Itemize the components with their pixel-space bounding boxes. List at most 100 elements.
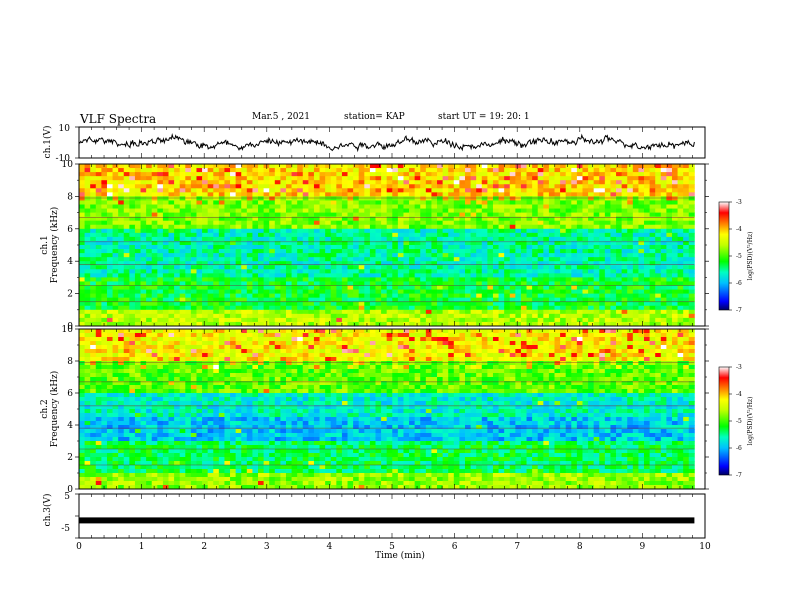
spectrogram-cell: [151, 245, 158, 250]
spectrogram-cell: [252, 212, 259, 218]
spectrogram-cell: [202, 204, 209, 209]
spectrogram-cell: [627, 168, 634, 173]
spectrogram-cell: [459, 184, 466, 189]
spectrogram-cell: [79, 240, 85, 246]
spectrogram-cell: [274, 228, 281, 234]
spectrogram-cell: [375, 293, 382, 299]
spectrogram-cell: [644, 289, 651, 294]
spectrogram-cell: [621, 261, 628, 266]
spectrogram-cell: [688, 281, 695, 286]
spectrogram-cell: [688, 249, 695, 254]
spectrogram-cell: [403, 309, 410, 315]
spectrogram-cell: [84, 168, 91, 173]
spectrogram-cell: [599, 216, 606, 222]
spectrogram-cell: [118, 172, 125, 177]
spectrogram-cell: [263, 281, 270, 286]
spectrogram-cell: [157, 333, 164, 338]
spectrogram-cell: [213, 245, 220, 250]
spectrogram-cell: [453, 216, 460, 222]
spectrogram-cell: [509, 281, 516, 286]
spectrogram-cell: [353, 321, 360, 327]
spectrogram-cell: [308, 281, 315, 286]
spectrogram-cell: [313, 269, 320, 274]
spectrogram-cell: [554, 184, 561, 189]
spectrogram-cell: [246, 333, 253, 338]
spectrogram-cell: [403, 208, 410, 213]
spectrogram-cell: [185, 196, 192, 201]
spectrogram-cell: [375, 277, 382, 282]
spectrogram-cell: [666, 220, 673, 226]
spectrogram-cell: [448, 245, 455, 250]
spectrogram-cell: [196, 196, 203, 201]
spectrogram-cell: [375, 228, 382, 234]
spectrogram-cell: [588, 293, 595, 299]
spectrogram-cell: [554, 309, 561, 315]
spectrogram-cell: [274, 200, 281, 205]
spectrogram-cell: [560, 309, 567, 315]
spectrogram-cell: [492, 220, 499, 226]
spectrogram-cell: [291, 164, 298, 169]
spectrogram-cell: [151, 220, 158, 226]
spectrogram-cell: [90, 329, 97, 334]
spectrogram-cell: [308, 216, 315, 222]
spectrogram-cell: [330, 317, 337, 323]
spectrogram-cell: [347, 192, 354, 197]
spectrogram-cell: [297, 277, 304, 282]
spectrogram-cell: [319, 208, 326, 213]
spectrogram-cell: [537, 172, 544, 177]
spectrogram-cell: [548, 329, 555, 334]
spectrogram-cell: [230, 236, 237, 242]
spectrogram-cell: [537, 273, 544, 278]
spectrogram-cell: [280, 281, 287, 286]
spectrogram-cell: [392, 172, 399, 177]
spectrogram-cell: [576, 224, 583, 230]
spectrogram-cell: [280, 168, 287, 173]
spectrogram-cell: [644, 305, 651, 311]
spectrogram-cell: [593, 337, 600, 342]
spectrogram-cell: [470, 265, 477, 270]
spectrogram-cell: [448, 337, 455, 342]
spectrogram-cell: [599, 317, 606, 323]
spectrogram-cell: [112, 184, 119, 189]
spectrogram-cell: [330, 265, 337, 270]
spectrogram-cell: [576, 313, 583, 319]
spectrogram-cell: [627, 249, 634, 254]
spectrogram-cell: [492, 245, 499, 250]
spectrogram-cell: [498, 245, 505, 250]
spectrogram-cell: [381, 257, 388, 262]
spectrogram-cell: [425, 273, 432, 278]
spectrogram-cell: [146, 180, 153, 185]
spectrogram-cell: [319, 277, 326, 282]
spectrogram-cell: [660, 192, 667, 197]
spectrogram-cell: [537, 212, 544, 218]
spectrogram-cell: [571, 172, 578, 177]
spectrogram-cell: [162, 293, 169, 299]
spectrogram-cell: [162, 220, 169, 226]
spectrogram-cell: [576, 273, 583, 278]
spectrogram-cell: [504, 305, 511, 311]
spectrogram-cell: [319, 245, 326, 250]
spectrogram-cell: [190, 176, 197, 181]
spectrogram-cell: [123, 281, 130, 286]
spectrogram-cell: [644, 240, 651, 246]
spectrogram-cell: [616, 180, 623, 185]
spectrogram-cell: [280, 305, 287, 311]
spectrogram-cell: [599, 265, 606, 270]
spectrogram-cell: [565, 192, 572, 197]
spectrogram-cell: [582, 329, 589, 334]
spectrogram-cell: [621, 333, 628, 338]
spectrogram-cell: [79, 192, 85, 197]
spectrogram-cell: [123, 277, 130, 282]
spectrogram-cell: [241, 216, 248, 222]
spectrogram-cell: [515, 236, 522, 242]
spectrogram-cell: [140, 253, 147, 258]
spectrogram-cell: [325, 265, 332, 270]
spectrogram-cell: [649, 212, 656, 218]
spectrogram-cell: [392, 220, 399, 226]
spectrogram-cell: [537, 176, 544, 181]
spectrogram-cell: [179, 337, 186, 342]
spectrogram-cell: [218, 216, 225, 222]
spectrogram-cell: [218, 329, 225, 334]
spectrogram-cell: [134, 164, 141, 169]
spectrogram-cell: [492, 216, 499, 222]
